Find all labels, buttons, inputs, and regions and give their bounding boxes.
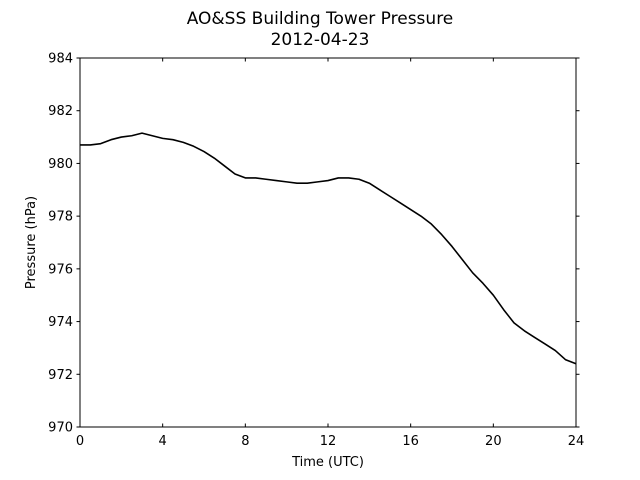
x-tick-label: 16 — [402, 434, 419, 449]
x-axis-label: Time (UTC) — [291, 455, 364, 470]
plot-frame — [79, 57, 577, 428]
x-tick-label: 20 — [485, 434, 502, 449]
y-tick-label: 984 — [48, 52, 73, 67]
x-tick-label: 12 — [320, 434, 337, 449]
tick-labels: 0 4 8 12 16 20 24 970 972 974 976 978 980 982 984 — [48, 52, 584, 450]
x-tick-label: 0 — [76, 434, 84, 449]
y-tick-label: 982 — [48, 104, 73, 119]
x-tick-label: 4 — [159, 434, 167, 449]
x-tick-label: 24 — [568, 434, 585, 449]
y-tick-label: 976 — [48, 262, 73, 277]
y-axis-label: Pressure (hPa) — [24, 196, 39, 289]
y-tick-label: 980 — [48, 157, 73, 172]
chart-title: AO&SS Building Tower Pressure — [187, 9, 454, 29]
axis-ticks — [76, 57, 580, 428]
y-tick-label: 974 — [48, 315, 73, 330]
y-tick-label: 972 — [48, 368, 73, 383]
pressure-series-line — [80, 132, 577, 365]
y-tick-label: 978 — [48, 210, 73, 225]
x-tick-label: 8 — [241, 434, 249, 449]
chart-subtitle: 2012-04-23 — [271, 30, 370, 50]
y-tick-label: 970 — [48, 421, 73, 436]
